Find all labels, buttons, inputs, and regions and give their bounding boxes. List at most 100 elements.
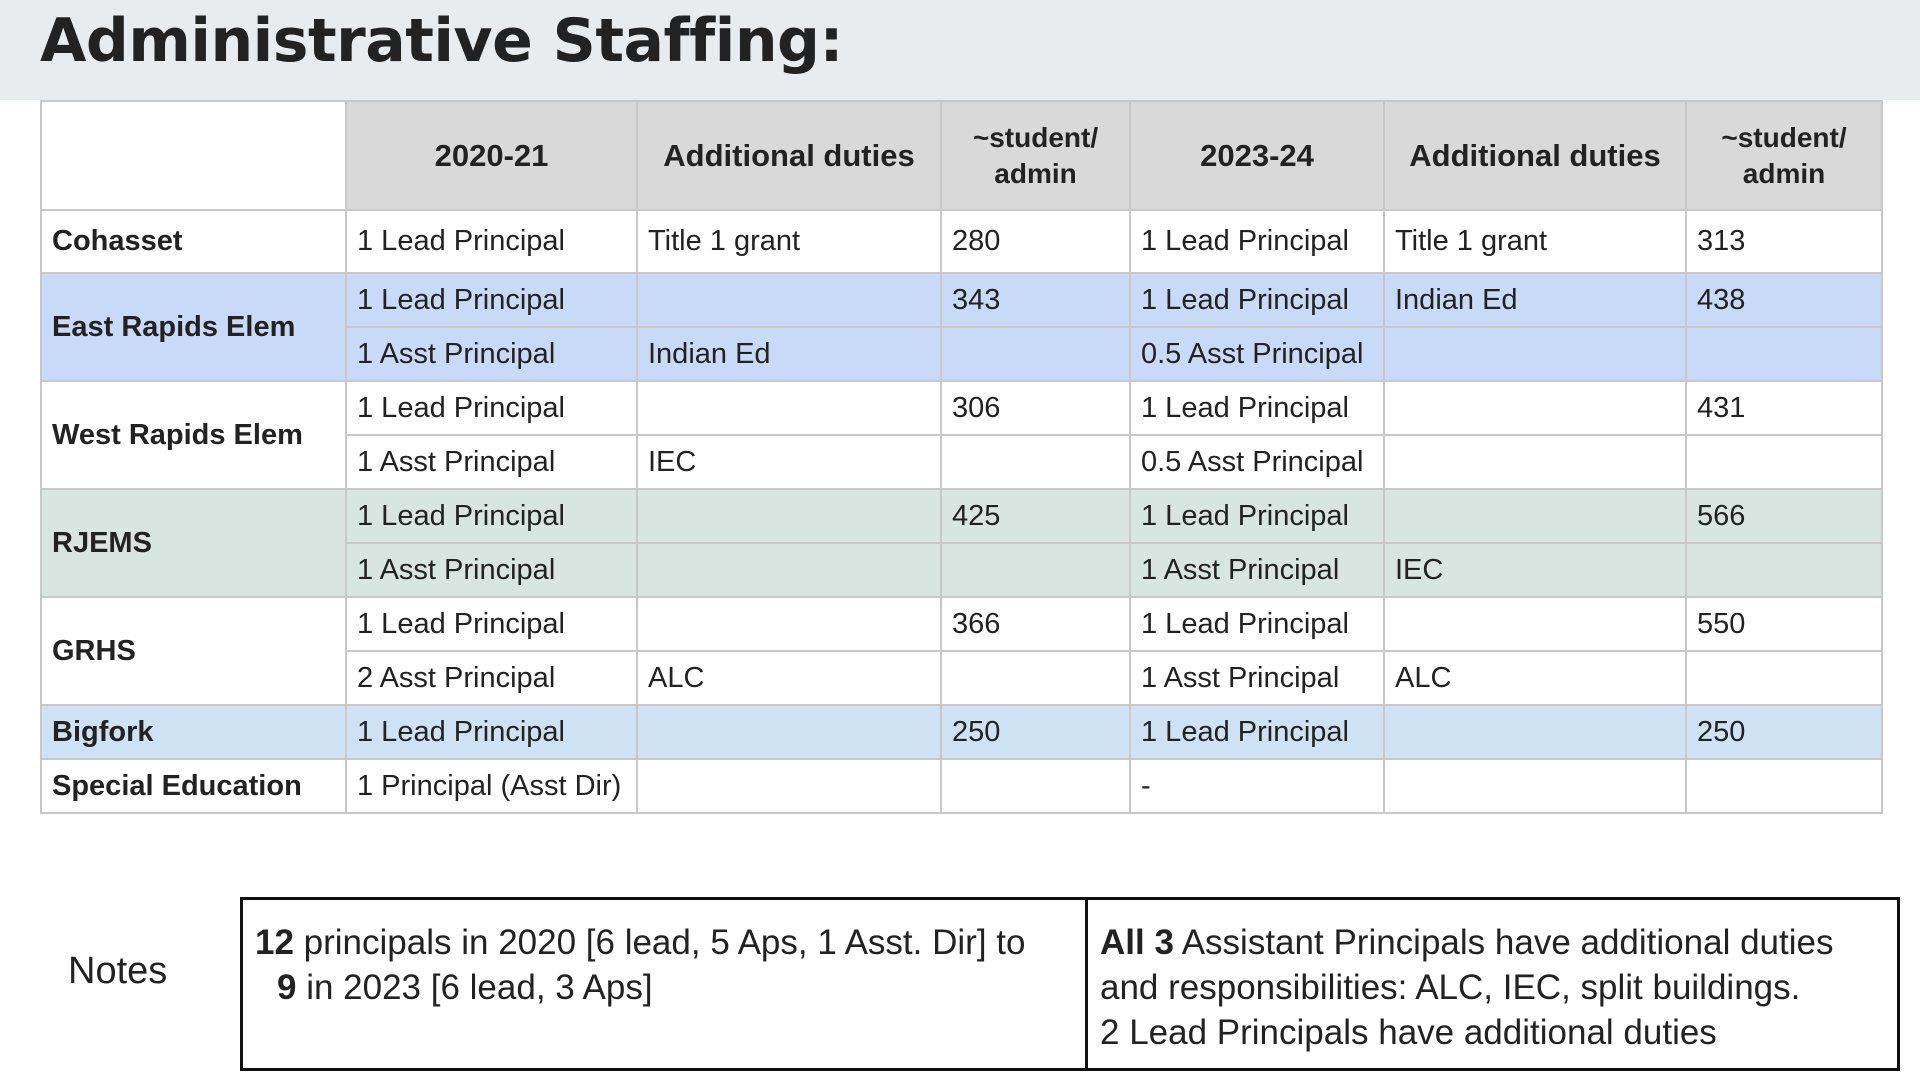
table-cell: ALC: [636, 650, 942, 706]
header-corner: [40, 100, 347, 211]
table-cell: 1 Lead Principal: [345, 596, 638, 652]
page-title: Administrative Staffing:: [40, 6, 843, 76]
header-ratio-2020: ~student/ admin: [940, 100, 1131, 211]
table-cell: [1383, 434, 1687, 490]
table-row: 1 Asst Principal Indian Ed 0.5 Asst Prin…: [41, 326, 1883, 382]
notes-number: 12: [255, 923, 294, 962]
notes-line: All 3 Assistant Principals have addition…: [1100, 920, 1887, 965]
table-cell: Title 1 grant: [1383, 209, 1687, 274]
table-cell: [1383, 326, 1687, 382]
table-row: 1 Asst Principal IEC 0.5 Asst Principal: [41, 434, 1883, 490]
table-cell: 1 Asst Principal: [345, 542, 638, 598]
header-year-2023: 2023-24: [1129, 100, 1385, 211]
notes-text: Assistant Principals have additional dut…: [1173, 923, 1834, 962]
table-row: 1 Asst Principal 1 Asst Principal IEC: [41, 542, 1883, 598]
table-cell: [636, 542, 942, 598]
table-cell: 1 Lead Principal: [1129, 596, 1385, 652]
table-cell: Title 1 grant: [636, 209, 942, 274]
table-cell: [940, 542, 1131, 598]
table-cell: [636, 272, 942, 328]
table-cell: [1383, 596, 1687, 652]
table-cell: 1 Lead Principal: [1129, 704, 1385, 760]
notes-line: 9 in 2023 [6 lead, 3 Aps]: [255, 965, 1075, 1010]
table-cell: 1 Lead Principal: [345, 704, 638, 760]
table-row: Cohasset 1 Lead Principal Title 1 grant …: [40, 209, 1883, 274]
table-cell: 438: [1685, 272, 1883, 328]
table-cell: [940, 758, 1131, 814]
header-duties-2020: Additional duties: [636, 100, 942, 211]
table-cell: [1685, 758, 1883, 814]
table-cell: [1685, 326, 1883, 382]
notes-line: and responsibilities: ALC, IEC, split bu…: [1100, 968, 1801, 1007]
table-cell: 250: [940, 704, 1131, 760]
table-cell: [636, 704, 942, 760]
table-cell: 313: [1685, 209, 1883, 274]
table-cell: [636, 380, 942, 436]
notes-emphasis: All 3: [1100, 923, 1174, 962]
table-cell: 1 Principal (Asst Dir): [345, 758, 638, 814]
table-cell: 306: [940, 380, 1131, 436]
table-cell: 0.5 Asst Principal: [1129, 434, 1385, 490]
table-cell: [1383, 488, 1687, 544]
table-cell: [1685, 542, 1883, 598]
table-cell: 1 Lead Principal: [345, 380, 638, 436]
notes-text: in 2023 [6 lead, 3 Aps]: [296, 968, 653, 1007]
table-cell: 1 Lead Principal: [1129, 380, 1385, 436]
school-name: RJEMS: [40, 488, 347, 598]
notes-principal-count: 12 principals in 2020 [6 lead, 5 Aps, 1 …: [243, 900, 1088, 1068]
table-cell: Indian Ed: [636, 326, 942, 382]
table-row: East Rapids Elem 1 Lead Principal 343 1 …: [40, 272, 1883, 382]
school-name: West Rapids Elem: [40, 380, 347, 490]
table-cell: 1 Asst Principal: [345, 434, 638, 490]
table-cell: 1 Lead Principal: [345, 488, 638, 544]
table-cell: 1 Lead Principal: [1129, 209, 1385, 274]
table-cell: 1 Lead Principal: [345, 272, 638, 328]
table-cell: [636, 488, 942, 544]
table-cell: 566: [1685, 488, 1883, 544]
table-cell: 2 Asst Principal: [345, 650, 638, 706]
table-cell: 280: [940, 209, 1131, 274]
table-cell: [1685, 650, 1883, 706]
table-cell: -: [1129, 758, 1385, 814]
notes-line: 2 Lead Principals have additional duties: [1100, 1013, 1717, 1052]
table-row: Bigfork 1 Lead Principal 250 1 Lead Prin…: [40, 704, 1883, 760]
table-cell: 1 Lead Principal: [1129, 488, 1385, 544]
table-header-row: 2020-21 Additional duties ~student/ admi…: [40, 100, 1883, 211]
notes-line: 12 principals in 2020 [6 lead, 5 Aps, 1 …: [255, 920, 1075, 965]
header-duties-2023: Additional duties: [1383, 100, 1687, 211]
table-cell: 0.5 Asst Principal: [1129, 326, 1385, 382]
table-cell: [1383, 704, 1687, 760]
table-cell: 550: [1685, 596, 1883, 652]
table-row: GRHS 1 Lead Principal 366 1 Lead Princip…: [40, 596, 1883, 706]
table-cell: [940, 434, 1131, 490]
table-cell: 366: [940, 596, 1131, 652]
table-cell: IEC: [636, 434, 942, 490]
school-name: Special Education: [40, 758, 347, 814]
table-row: Special Education 1 Principal (Asst Dir)…: [40, 758, 1883, 814]
table-cell: 425: [940, 488, 1131, 544]
staffing-table: 2020-21 Additional duties ~student/ admi…: [40, 100, 1883, 814]
notes-additional-duties: All 3 Assistant Principals have addition…: [1088, 900, 1897, 1068]
school-name: GRHS: [40, 596, 347, 706]
table-cell: 1 Asst Principal: [345, 326, 638, 382]
notes-text: principals in 2020 [6 lead, 5 Aps, 1 Ass…: [293, 923, 1026, 962]
table-cell: 1 Asst Principal: [1129, 542, 1385, 598]
school-name: East Rapids Elem: [40, 272, 347, 382]
table-cell: 1 Lead Principal: [345, 209, 638, 274]
header-year-2020: 2020-21: [345, 100, 638, 211]
notes-number: 9: [277, 968, 297, 1007]
table-cell: 1 Asst Principal: [1129, 650, 1385, 706]
header-ratio-2023: ~student/ admin: [1685, 100, 1883, 211]
table-cell: Indian Ed: [1383, 272, 1687, 328]
table-cell: 431: [1685, 380, 1883, 436]
notes-box: 12 principals in 2020 [6 lead, 5 Aps, 1 …: [240, 897, 1900, 1071]
school-name: Cohasset: [40, 209, 347, 274]
table-row: RJEMS 1 Lead Principal 425 1 Lead Princi…: [40, 488, 1883, 598]
table-cell: ALC: [1383, 650, 1687, 706]
notes-label: Notes: [68, 950, 168, 992]
table-cell: 343: [940, 272, 1131, 328]
table-cell: [1383, 758, 1687, 814]
table-cell: 1 Lead Principal: [1129, 272, 1385, 328]
table-cell: IEC: [1383, 542, 1687, 598]
table-cell: [940, 650, 1131, 706]
